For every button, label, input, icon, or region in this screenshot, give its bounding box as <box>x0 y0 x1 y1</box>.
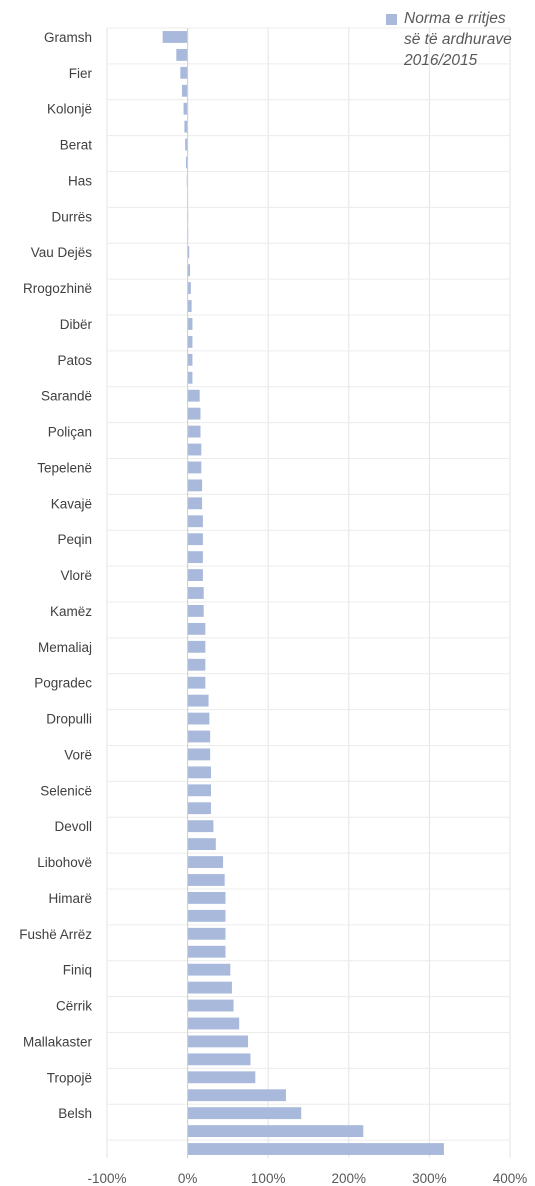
bar <box>187 461 202 474</box>
bar <box>187 569 203 581</box>
bar <box>187 605 204 617</box>
bar <box>187 1035 249 1048</box>
category-label: Tropojë <box>47 1070 92 1085</box>
category-label: Mallakaster <box>23 1034 93 1049</box>
category-label: Libohovë <box>37 855 92 870</box>
bar <box>187 1143 444 1155</box>
bar <box>187 407 201 420</box>
bar <box>187 640 206 653</box>
category-label: Durrës <box>51 209 92 224</box>
bar <box>187 909 226 922</box>
bar <box>187 1107 302 1120</box>
category-label: Cërrik <box>56 999 92 1014</box>
bar <box>187 497 203 510</box>
x-tick-label: 200% <box>332 1171 367 1186</box>
bar <box>187 820 214 833</box>
bar <box>187 264 191 277</box>
x-tick-label: -100% <box>87 1171 126 1186</box>
bar <box>187 927 226 940</box>
bar <box>185 138 188 151</box>
bar <box>187 622 206 635</box>
bar <box>187 730 211 743</box>
bar <box>187 658 206 671</box>
bar <box>187 425 201 438</box>
bar <box>187 551 203 564</box>
bar <box>187 838 216 851</box>
bar <box>176 48 188 61</box>
legend-swatch <box>386 14 397 25</box>
bar <box>187 246 190 259</box>
category-label: Kolonjë <box>47 102 92 117</box>
bar <box>187 587 204 599</box>
bar <box>187 300 192 312</box>
category-label: Selenicë <box>40 783 92 798</box>
bar <box>187 1071 256 1084</box>
bar <box>187 335 193 348</box>
bar <box>185 156 188 169</box>
bar <box>181 84 188 97</box>
bar <box>187 318 193 330</box>
bar <box>162 31 188 43</box>
bar <box>187 479 203 492</box>
bar <box>187 353 193 366</box>
x-tick-label: 0% <box>178 1171 198 1186</box>
bar <box>187 766 211 779</box>
bar <box>187 963 231 976</box>
category-label: Poliçan <box>48 425 92 440</box>
category-label: Kavajë <box>51 496 92 511</box>
category-label: Vau Dejës <box>31 245 93 260</box>
category-label: Tepelenë <box>37 460 92 475</box>
bar <box>187 945 226 958</box>
bar <box>187 999 234 1012</box>
category-label: Has <box>68 173 92 188</box>
category-label: Vorë <box>64 747 92 762</box>
category-label: Memaliaj <box>38 640 92 655</box>
category-label: Dibër <box>60 317 93 332</box>
bar <box>187 694 209 707</box>
bar <box>187 515 203 528</box>
category-label: Himarë <box>48 891 92 906</box>
bar <box>187 676 206 689</box>
category-label: Fier <box>69 66 93 81</box>
category-label: Gramsh <box>44 30 92 45</box>
bar <box>187 748 211 761</box>
bar <box>187 856 224 868</box>
bar <box>187 874 225 886</box>
category-label: Vlorë <box>60 568 92 583</box>
category-label: Pogradec <box>34 676 92 691</box>
bar <box>187 1125 364 1138</box>
x-tick-label: 100% <box>251 1171 286 1186</box>
bar <box>184 120 188 133</box>
category-label: Sarandë <box>41 389 92 404</box>
bar <box>187 1089 286 1102</box>
category-label: Rrogozhinë <box>23 281 92 296</box>
bar <box>187 784 211 797</box>
category-label: Belsh <box>58 1106 92 1121</box>
category-label: Devoll <box>54 819 92 834</box>
category-label: Berat <box>60 138 93 153</box>
category-label: Kamëz <box>50 604 92 619</box>
bar <box>187 802 211 815</box>
bar <box>187 282 191 294</box>
category-label: Patos <box>57 353 92 368</box>
bar <box>180 66 188 79</box>
bar <box>187 712 210 725</box>
category-label: Finiq <box>63 963 92 978</box>
x-tick-label: 300% <box>412 1171 447 1186</box>
x-tick-label: 400% <box>493 1171 528 1186</box>
bar <box>187 371 193 384</box>
bar <box>183 102 188 115</box>
bar <box>187 443 202 456</box>
bar <box>187 892 226 904</box>
bar <box>187 389 200 402</box>
bar <box>187 981 232 994</box>
category-label: Dropulli <box>46 712 92 727</box>
bar <box>187 1017 240 1030</box>
legend-label: Norma e rritjes së të ardhurave 2016/201… <box>404 10 512 69</box>
category-label: Peqin <box>57 532 92 547</box>
category-label: Fushë Arrëz <box>19 927 92 942</box>
bar <box>187 533 203 546</box>
bar <box>187 1053 251 1066</box>
